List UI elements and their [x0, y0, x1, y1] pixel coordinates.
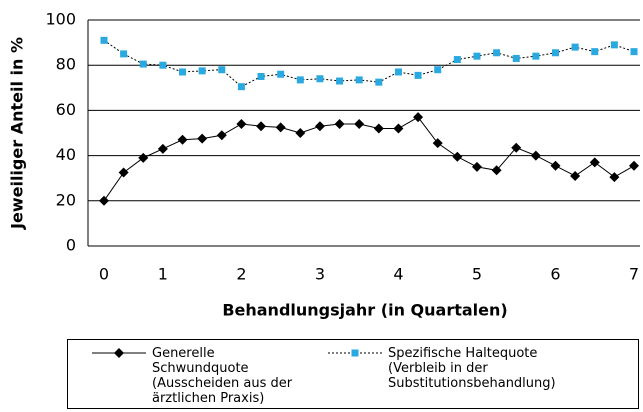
y-tick-label: 40: [56, 145, 76, 164]
data-point: [275, 122, 286, 133]
data-point: [316, 75, 324, 83]
data-point: [394, 68, 402, 76]
data-point: [277, 70, 285, 78]
data-point: [179, 68, 187, 76]
data-point: [314, 121, 325, 132]
data-point: [432, 138, 443, 149]
data-point: [414, 71, 422, 79]
data-point: [198, 67, 206, 75]
data-point: [473, 52, 481, 60]
data-point: [139, 60, 147, 68]
series-line: [103, 116, 635, 202]
x-tick-label: 2: [236, 265, 246, 284]
data-point: [550, 160, 561, 171]
data-point: [138, 152, 149, 163]
data-point: [532, 52, 540, 60]
data-point: [295, 128, 306, 138]
chart: Jeweiliger Anteil in % Behandlungsjahr (…: [8, 10, 640, 320]
data-point: [491, 165, 502, 176]
data-point: [530, 150, 541, 161]
data-point: [375, 78, 383, 86]
data-point: [570, 170, 581, 181]
legend-marker: [114, 348, 124, 358]
data-point: [157, 143, 168, 154]
data-point: [452, 151, 463, 162]
legend: Generelle Schwundquote (Ausscheiden aus …: [67, 339, 639, 409]
data-point: [100, 36, 108, 44]
data-point: [296, 76, 304, 84]
legend-label: Spezifische Haltequote (Verbleib in der …: [388, 346, 556, 391]
data-point: [355, 76, 363, 84]
x-tick-label: 0: [99, 265, 109, 284]
series-line: [103, 39, 635, 88]
data-point: [336, 77, 344, 85]
data-point: [629, 160, 640, 171]
data-point: [512, 54, 520, 62]
data-point: [334, 118, 345, 129]
legend-item: Spezifische Haltequote (Verbleib in der …: [326, 346, 578, 391]
data-point: [630, 48, 638, 56]
data-point: [413, 112, 424, 123]
data-point: [471, 161, 482, 172]
data-point: [493, 49, 501, 57]
data-point: [197, 133, 208, 144]
y-tick-label: 60: [56, 100, 76, 119]
data-point: [453, 56, 461, 64]
data-point: [571, 43, 579, 51]
data-point: [237, 83, 245, 91]
legend-item: Generelle Schwundquote (Ausscheiden aus …: [90, 346, 312, 406]
data-point: [511, 142, 522, 153]
data-point: [218, 66, 226, 74]
x-tick-label: 1: [158, 265, 168, 284]
y-tick-label: 0: [66, 236, 76, 255]
data-point: [434, 66, 442, 74]
x-axis-label: Behandlungsjahr (in Quartalen): [222, 301, 507, 320]
data-point: [551, 49, 559, 57]
data-point: [591, 48, 599, 56]
data-point: [99, 195, 109, 206]
y-tick-label: 80: [56, 55, 76, 74]
x-tick-label: 4: [393, 265, 403, 284]
x-tick-label: 7: [629, 265, 639, 284]
data-point: [177, 134, 188, 145]
legend-icon: [328, 349, 382, 357]
data-point: [256, 121, 267, 132]
y-axis-label: Jeweiliger Anteil in %: [8, 37, 27, 230]
data-point: [257, 73, 265, 80]
data-point: [216, 130, 227, 141]
data-point: [610, 41, 618, 49]
x-tick-label: 5: [472, 265, 482, 284]
data-point: [609, 172, 620, 183]
data-point: [354, 118, 365, 129]
data-point: [120, 50, 128, 58]
y-tick-label: 20: [56, 190, 76, 209]
legend-icon: [92, 348, 146, 358]
x-tick-label: 6: [550, 265, 560, 284]
x-tick-label: 3: [315, 265, 325, 284]
legend-label: Generelle Schwundquote (Ausscheiden aus …: [152, 346, 293, 406]
legend-marker: [351, 349, 359, 357]
data-point: [159, 61, 167, 69]
data-point: [118, 167, 129, 178]
data-point: [373, 123, 384, 134]
y-tick-label: 100: [45, 10, 76, 29]
data-point: [589, 157, 600, 168]
data-point: [393, 123, 404, 134]
data-point: [236, 118, 247, 129]
